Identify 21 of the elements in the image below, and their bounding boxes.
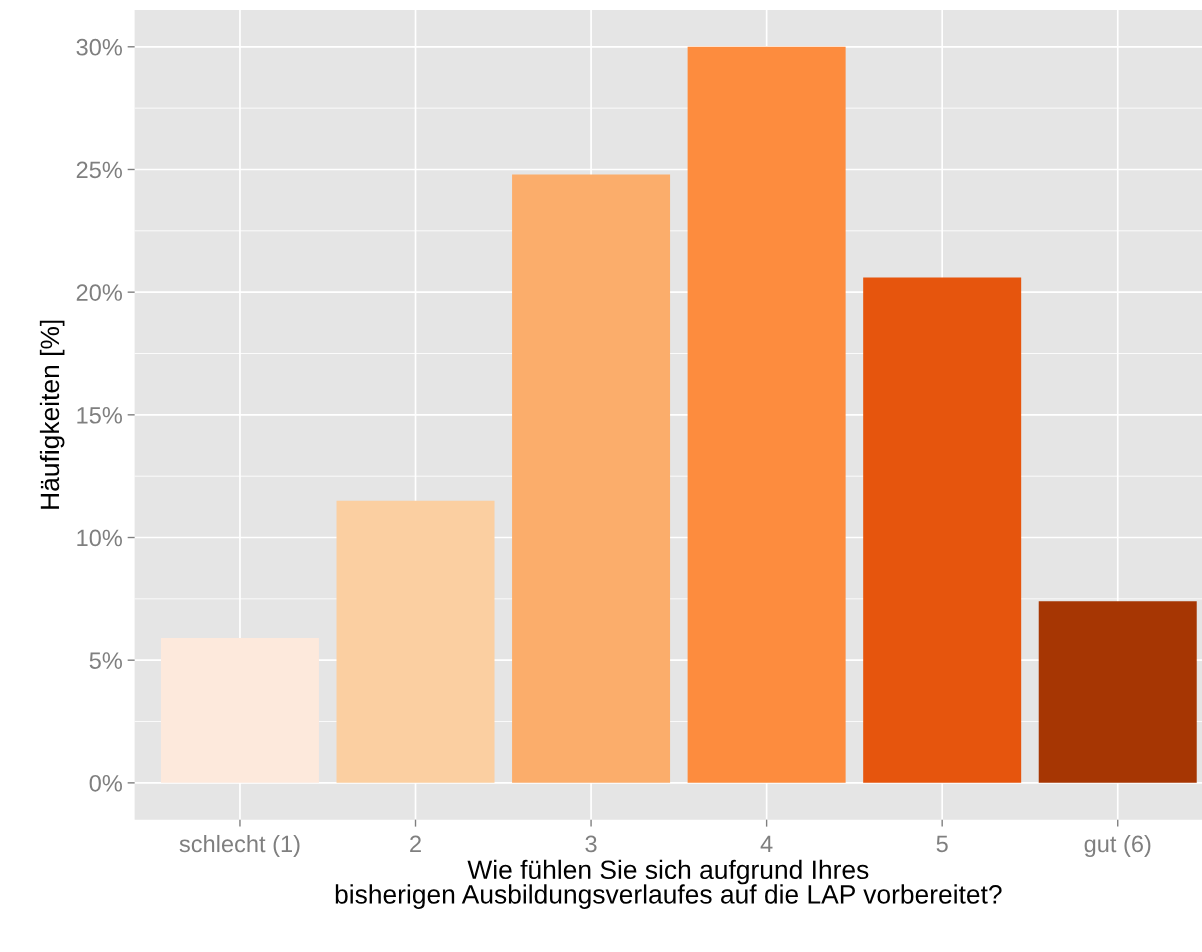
y-axis-title: Häufigkeiten [%] [39,320,65,509]
bar [1038,601,1197,783]
y-tick-label: 0% [89,774,122,792]
bar [512,174,671,783]
x-tick-label: 2 [410,835,421,853]
x-axis-title: Wie fühlen Sie sich aufgrund Ihres bisherigen Ausbildungsverlaufes auf die LAP vorbereitet? [335,859,1002,909]
x-tick-label: gut (6) [1084,834,1151,857]
y-tick-label: 20% [76,284,122,301]
x-tick-label: schlecht (1) [179,834,300,857]
y-tick-label: 30% [76,38,122,56]
x-tick-label: 5 [936,835,948,853]
y-tick-label: 15% [77,407,122,424]
y-tick-label: 10% [77,529,122,547]
bar [160,638,319,783]
bar [863,277,1022,783]
x-tick-label: 4 [760,835,773,853]
x-tick-label: 3 [585,835,597,853]
y-tick-label: 25% [76,161,122,179]
bar [687,46,846,783]
bar [336,500,495,783]
y-tick-label: 5% [89,652,122,669]
